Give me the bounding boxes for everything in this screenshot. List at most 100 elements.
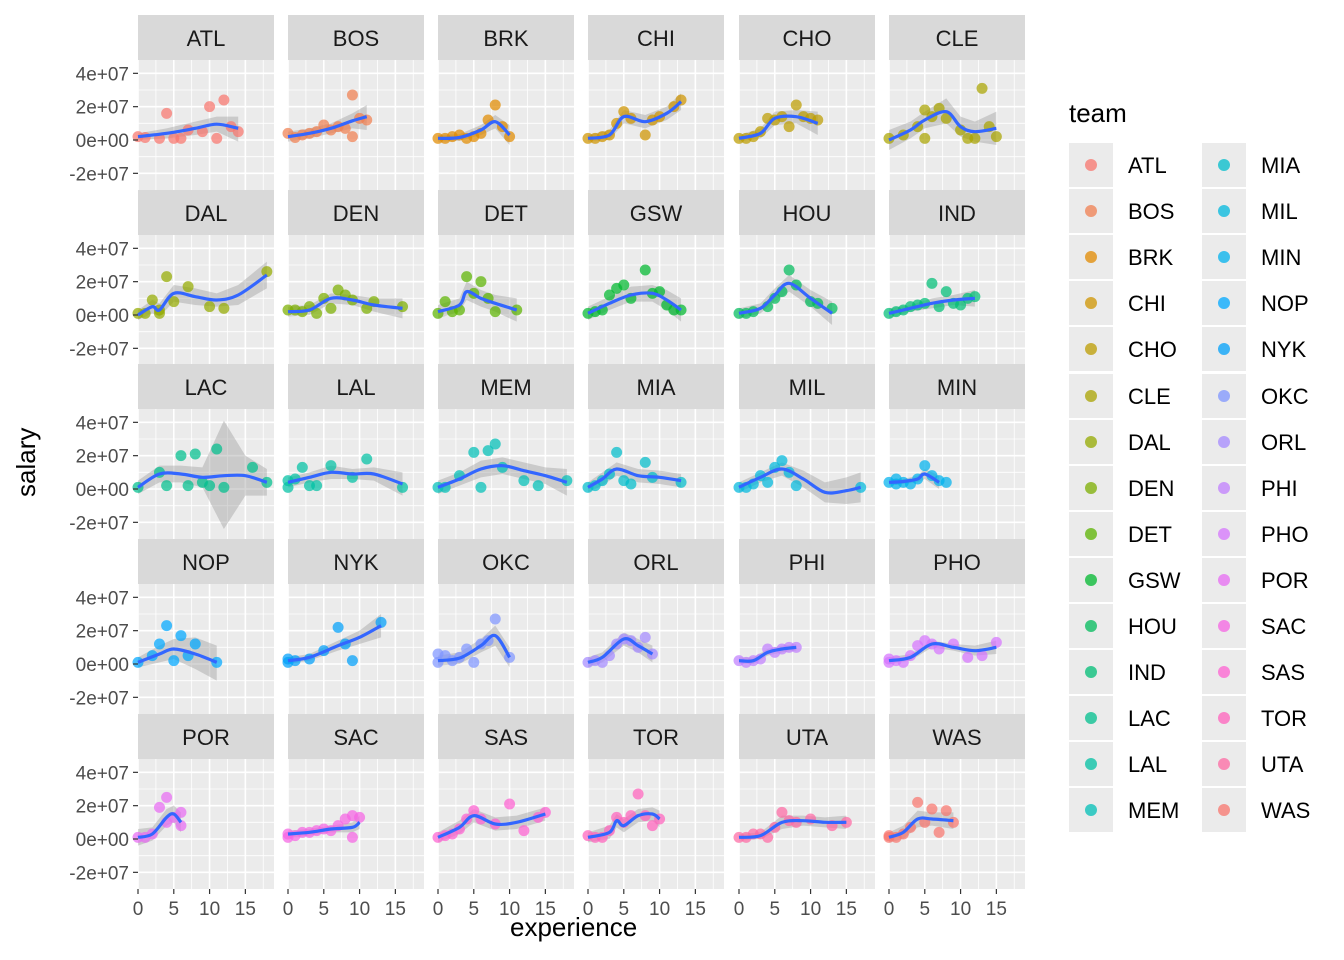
smooth-line	[287, 115, 368, 139]
panel-cho: CHO	[733, 15, 875, 190]
legend-item-nop: NOP	[1202, 281, 1344, 326]
data-point	[311, 480, 323, 492]
panel-gsw: GSW	[582, 190, 724, 365]
x-tick-label: 5	[319, 899, 330, 920]
legend-item-phi: PHI	[1202, 465, 1344, 510]
y-tick-label: 0e+00	[76, 480, 129, 501]
strip-background	[889, 190, 1025, 235]
panel-mia: MIA	[582, 364, 724, 539]
legend-item-pho: PHO	[1202, 511, 1344, 556]
data-point	[161, 620, 173, 632]
legend-item-lal: LAL	[1069, 742, 1259, 787]
data-point	[489, 306, 501, 318]
legend-key	[1069, 604, 1113, 648]
data-point	[175, 820, 187, 832]
y-tick-label: -2e+07	[69, 339, 129, 360]
strip-background	[889, 15, 1025, 60]
panel-background	[588, 60, 724, 190]
data-point	[518, 475, 530, 487]
data-point	[518, 825, 530, 837]
legend-item-ind: IND	[1069, 650, 1259, 695]
legend-item-mem: MEM	[1069, 788, 1259, 833]
smooth-line	[587, 637, 654, 664]
strip-label: POR	[182, 725, 230, 750]
strip-label: DET	[484, 201, 528, 226]
data-point	[962, 651, 974, 663]
data-point	[532, 480, 544, 492]
data-point	[618, 279, 630, 291]
legend-dot	[1218, 251, 1230, 264]
strip-label: NOP	[182, 550, 230, 575]
panel-min: MIN	[883, 364, 1025, 539]
legend-dot	[1218, 481, 1230, 494]
data-point	[955, 299, 967, 311]
legend-item-cho: CHO	[1069, 327, 1259, 372]
data-point	[990, 131, 1002, 143]
panel-cle: CLE	[883, 15, 1025, 190]
data-point	[919, 104, 931, 116]
data-point	[211, 443, 223, 455]
legend-dot	[1218, 712, 1230, 725]
legend-item-chi: CHI	[1069, 281, 1259, 326]
strip-background	[438, 190, 574, 235]
legend-dot	[1085, 527, 1097, 540]
legend-item-sas: SAS	[1202, 650, 1344, 695]
strip-background	[438, 539, 574, 584]
data-point	[182, 281, 194, 293]
strip-label: ATL	[187, 26, 226, 51]
legend-dot	[1218, 297, 1230, 310]
data-point	[218, 302, 230, 314]
data-point	[976, 82, 988, 94]
strip-label: ORL	[633, 550, 678, 575]
data-point	[461, 271, 473, 283]
legend-item-por: POR	[1202, 557, 1344, 602]
smooth-line	[287, 296, 403, 314]
x-tick-label: 5	[169, 899, 180, 920]
legend-label: POR	[1261, 567, 1309, 593]
x-tick-label: 10	[800, 899, 821, 920]
legend-label: PHO	[1261, 521, 1309, 547]
panel-den: DEN	[282, 190, 424, 365]
strip-background	[739, 714, 875, 759]
data-point	[489, 438, 501, 450]
data-point	[468, 656, 480, 668]
data-point	[161, 271, 173, 283]
legend-key	[1069, 650, 1113, 695]
smooth-line	[137, 647, 218, 664]
y-tick-label: 0e+00	[76, 830, 129, 851]
legend-key	[1202, 419, 1246, 464]
smooth-line	[888, 472, 940, 484]
data-point	[919, 460, 931, 472]
legend-label: MIA	[1261, 153, 1301, 178]
strip-label: CHO	[783, 26, 832, 51]
legend-dot	[1218, 205, 1230, 218]
legend-label: ORL	[1261, 429, 1307, 455]
strip-background	[889, 539, 1025, 584]
legend-label: BOS	[1128, 199, 1175, 225]
legend-label: NYK	[1261, 337, 1307, 363]
data-point	[940, 112, 952, 124]
legend-label: LAL	[1128, 752, 1168, 778]
x-tick-label: 10	[950, 899, 971, 920]
legend-label: LAC	[1128, 706, 1171, 732]
data-point	[611, 446, 623, 458]
y-tick-label: -2e+07	[69, 164, 129, 185]
data-point	[933, 643, 945, 655]
strip-background	[138, 364, 274, 409]
strip-label: MIA	[636, 375, 675, 400]
legend-title: team	[1069, 98, 1127, 128]
legend-key	[1069, 235, 1113, 280]
y-tick-label: 4e+07	[76, 588, 129, 609]
smooth-line	[137, 471, 268, 489]
data-point	[940, 286, 952, 298]
legend-key	[1202, 788, 1246, 833]
strip-label: GSW	[630, 201, 683, 226]
data-point	[776, 806, 788, 818]
smooth-line	[587, 812, 661, 839]
x-tick-label: 0	[734, 899, 745, 920]
strip-background	[438, 364, 574, 409]
panel-background	[739, 60, 875, 190]
data-point	[489, 613, 501, 625]
x-tick-label: 15	[235, 899, 256, 920]
strip-label: CHI	[637, 26, 675, 51]
